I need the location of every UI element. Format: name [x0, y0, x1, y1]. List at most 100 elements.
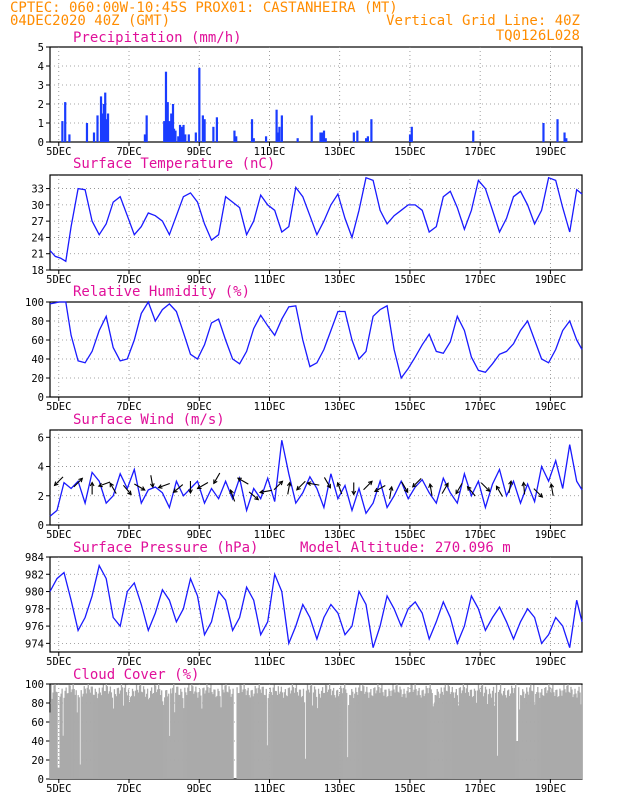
cloud-cover-bar-359 [410, 684, 412, 779]
cloud-cover-bar-418 [469, 689, 472, 779]
precipitation-bar-51 [356, 130, 359, 142]
cloud-cover-bar-71 [120, 684, 123, 779]
cloud-cover-bar-34 [83, 686, 85, 779]
cloud-cover-bar-158 [208, 692, 210, 779]
cloud-cover-bar-55 [104, 691, 107, 779]
humidity-xtick-label-5: 15DEC [394, 401, 426, 413]
precipitation-bar-24 [178, 124, 182, 142]
cloud-cover-bar-41 [90, 686, 92, 779]
cloud-cover-bar-174 [224, 685, 226, 779]
header-line-1: CPTEC: 060:00W-10:45S PROX01: CASTANHEIR… [10, 0, 398, 16]
cloud-cover-bar-61 [110, 692, 113, 779]
cloud-cover-bar-306 [357, 694, 359, 779]
cloud-cover-bar-251 [301, 695, 304, 779]
cloud-cover-bar-477 [529, 687, 531, 779]
cloud-cover-bar-37 [86, 687, 88, 779]
cloud-cover-bar-371 [422, 689, 424, 779]
cloud-cover-bar-10 [59, 696, 61, 779]
wind-xtick-label-1: 7DEC [116, 529, 141, 541]
humidity-xtick-label-3: 11DEC [254, 401, 286, 413]
cloud-cover-bar-42 [91, 686, 93, 779]
pressure-ytick-label-5: 984 [25, 552, 44, 564]
cloud-cover-bar-331 [382, 692, 384, 779]
cloud-cover-bar-132 [182, 698, 184, 779]
cloud-cover-bar-211 [261, 686, 263, 779]
cloud-cover-bar-193 [243, 684, 245, 779]
cloud-cover-bar-273 [323, 692, 326, 779]
cloud-cover-bar-21 [70, 692, 72, 779]
wind-vector-1 [73, 477, 84, 488]
precipitation-bar-22 [174, 130, 177, 142]
cloud-cover-bar-360 [411, 685, 413, 779]
cloud-cover-bar-424 [475, 702, 478, 779]
cloud-cover-bar-495 [547, 690, 549, 779]
cloud-cover-bar-344 [395, 685, 397, 779]
precipitation-xtick-label-7: 19DEC [535, 146, 567, 158]
precipitation-ytick-label-5: 5 [38, 42, 44, 54]
cloud-cover-bar-519 [571, 689, 573, 779]
cloud-cover-bar-202 [252, 696, 254, 779]
precipitation-bar-5 [96, 115, 99, 142]
temperature-ytick-label-5: 33 [31, 184, 44, 196]
panel-title-precipitation: Precipitation (mm/h) [73, 30, 242, 46]
cloud-cover-bar-246 [296, 692, 299, 779]
precipitation-bar-33 [212, 126, 215, 142]
precipitation-bar-47 [321, 132, 324, 142]
cloud-cover-bar-265 [315, 696, 318, 779]
precipitation-ytick-label-4: 4 [38, 61, 44, 73]
cloud-cover-bar-197 [247, 687, 249, 779]
cloud-cover-bar-449 [500, 693, 503, 779]
cloud-cover-bar-3 [52, 692, 54, 779]
cloud-cover-bar-143 [193, 693, 195, 779]
cloud-cover-bar-311 [362, 684, 364, 779]
cloud-cover-bar-177 [227, 692, 229, 779]
cloud-cover-bar-405 [456, 695, 458, 779]
cloud-cover-bar-410 [461, 690, 464, 779]
wind-vector-37 [533, 488, 544, 498]
cloud-cover-bar-135 [185, 692, 187, 779]
cloud-cover-bar-247 [297, 695, 300, 779]
precipitation-bar-59 [556, 119, 559, 142]
cloud-cover-bar-287 [338, 696, 340, 779]
cloud-cover-bar-69 [118, 693, 121, 779]
cloud-cover-bar-399 [450, 691, 452, 779]
cloud-cover-bar-91 [140, 691, 143, 779]
panel-title-wind: Surface Wind (m/s) [73, 412, 225, 428]
cloud-cover-bar-142 [192, 686, 194, 779]
humidity-ytick-label-1: 20 [31, 373, 44, 385]
cloud-cover-bar-363 [414, 684, 416, 779]
cloud-cover-bar-465 [517, 741, 519, 779]
precipitation-bar-27 [184, 134, 187, 142]
cloud-cover-bar-414 [465, 688, 468, 779]
cloud-cover-bar-245 [295, 684, 298, 779]
humidity-ytick-label-5: 100 [25, 297, 44, 309]
cloud-cover-ytick-label-2: 40 [31, 736, 44, 748]
cloud-cover-bar-482 [534, 704, 536, 779]
cloud-cover-bar-180 [230, 696, 232, 779]
cloud-cover-bar-308 [359, 684, 361, 779]
cloud-cover-bar-36 [85, 693, 87, 779]
cloud-cover-bar-526 [578, 686, 580, 779]
wind-vector-3 [97, 481, 111, 488]
cloud-cover-bar-23 [72, 684, 74, 779]
cloud-cover-bar-62 [111, 697, 114, 779]
cloud-cover-bar-293 [344, 684, 346, 779]
cloud-cover-bar-250 [300, 697, 303, 779]
cloud-cover-bar-108 [158, 684, 160, 779]
cloud-cover-bar-68 [117, 687, 120, 779]
cloud-cover-bar-263 [313, 686, 316, 779]
precipitation-bar-36 [235, 136, 238, 142]
cloud-cover-bar-348 [399, 686, 401, 779]
cloud-cover-bar-486 [538, 692, 540, 779]
cloud-cover-bar-511 [563, 684, 565, 779]
cloud-cover-bar-472 [524, 697, 526, 779]
cloud-cover-bar-374 [425, 685, 427, 779]
cloud-cover-bar-505 [557, 697, 559, 779]
cloud-cover-bar-402 [453, 697, 455, 779]
cloud-cover-bar-322 [373, 688, 375, 779]
humidity-xtick-label-7: 19DEC [535, 401, 567, 413]
cloud-cover-bar-447 [498, 689, 501, 779]
cloud-cover-bar-337 [388, 688, 390, 779]
cloud-cover-bar-407 [458, 687, 461, 779]
cloud-cover-bar-421 [472, 696, 475, 779]
